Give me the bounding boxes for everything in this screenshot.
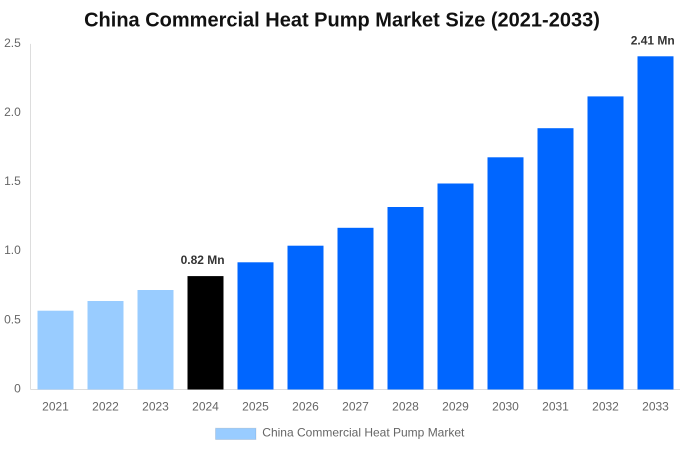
svg-text:2030: 2030: [492, 400, 519, 414]
svg-text:2021: 2021: [42, 400, 69, 414]
svg-text:2032: 2032: [592, 400, 619, 414]
svg-text:China Commercial Heat Pump Mar: China Commercial Heat Pump Market Size (…: [84, 10, 600, 32]
svg-text:1.5: 1.5: [4, 174, 21, 188]
svg-text:2029: 2029: [442, 400, 469, 414]
svg-text:2027: 2027: [342, 400, 369, 414]
svg-text:2023: 2023: [142, 400, 169, 414]
svg-text:2.41 Mn: 2.41 Mn: [631, 34, 675, 48]
svg-text:2028: 2028: [392, 400, 419, 414]
svg-text:2022: 2022: [92, 400, 119, 414]
svg-text:2.5: 2.5: [4, 36, 21, 50]
svg-text:2031: 2031: [542, 400, 569, 414]
svg-text:2033: 2033: [642, 400, 669, 414]
svg-text:2.0: 2.0: [4, 105, 21, 119]
svg-text:0.82 Mn: 0.82 Mn: [181, 253, 225, 267]
svg-text:2026: 2026: [292, 400, 319, 414]
svg-text:0.5: 0.5: [4, 312, 21, 326]
svg-text:1.0: 1.0: [4, 243, 21, 257]
svg-text:China Commercial Heat Pump Mar: China Commercial Heat Pump Market: [262, 425, 465, 439]
svg-text:2025: 2025: [242, 400, 269, 414]
svg-text:2024: 2024: [192, 400, 219, 414]
svg-text:0: 0: [14, 381, 21, 395]
